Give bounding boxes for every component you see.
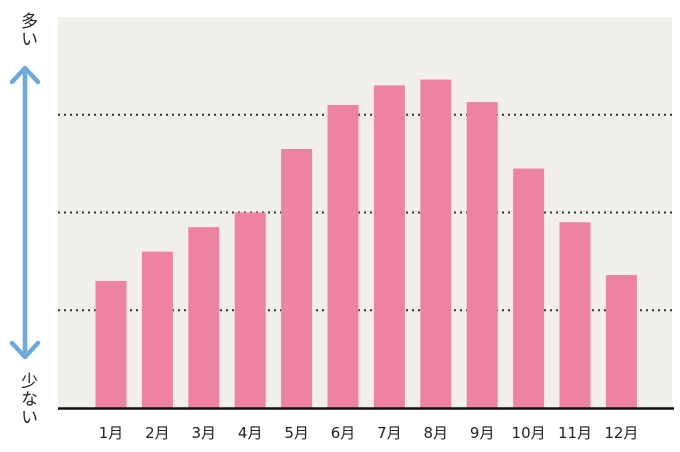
x-tick-label-3: 3月 xyxy=(192,424,217,442)
bar-1 xyxy=(95,280,127,408)
x-tick-label-5: 5月 xyxy=(284,424,309,442)
bar-8 xyxy=(420,79,452,408)
x-tick-label-7: 7月 xyxy=(377,424,402,442)
x-tick-label-12: 12月 xyxy=(604,424,638,442)
bar-2 xyxy=(141,251,173,408)
x-tick-label-11: 11月 xyxy=(558,424,592,442)
bars xyxy=(95,79,637,409)
x-tick-label-4: 4月 xyxy=(238,424,263,442)
bar-4 xyxy=(234,212,266,408)
scale-label-top: 多い xyxy=(17,12,37,48)
bar-5 xyxy=(281,148,313,408)
x-tick-label-1: 1月 xyxy=(99,424,124,442)
x-tick-label-8: 8月 xyxy=(424,424,449,442)
bar-9 xyxy=(466,102,498,408)
x-tick-label-6: 6月 xyxy=(331,424,356,442)
x-tick-label-2: 2月 xyxy=(145,424,170,442)
bar-10 xyxy=(513,168,545,408)
bar-11 xyxy=(559,222,591,408)
x-tick-label-10: 10月 xyxy=(512,424,546,442)
x-tick-label-9: 9月 xyxy=(470,424,495,442)
bar-3 xyxy=(188,227,220,408)
bar-6 xyxy=(327,104,359,408)
scale-arrow xyxy=(9,65,41,360)
arrow-head-up xyxy=(9,65,41,85)
bar-12 xyxy=(605,275,637,408)
scale-label-bottom: 少ない xyxy=(17,372,37,426)
x-tick-labels: 1月 2月 3月 4月 5月 6月 7月 8月 9月 10月 11月 12月 xyxy=(99,424,639,442)
arrow-head-down xyxy=(9,340,41,360)
bar-7 xyxy=(373,85,405,409)
